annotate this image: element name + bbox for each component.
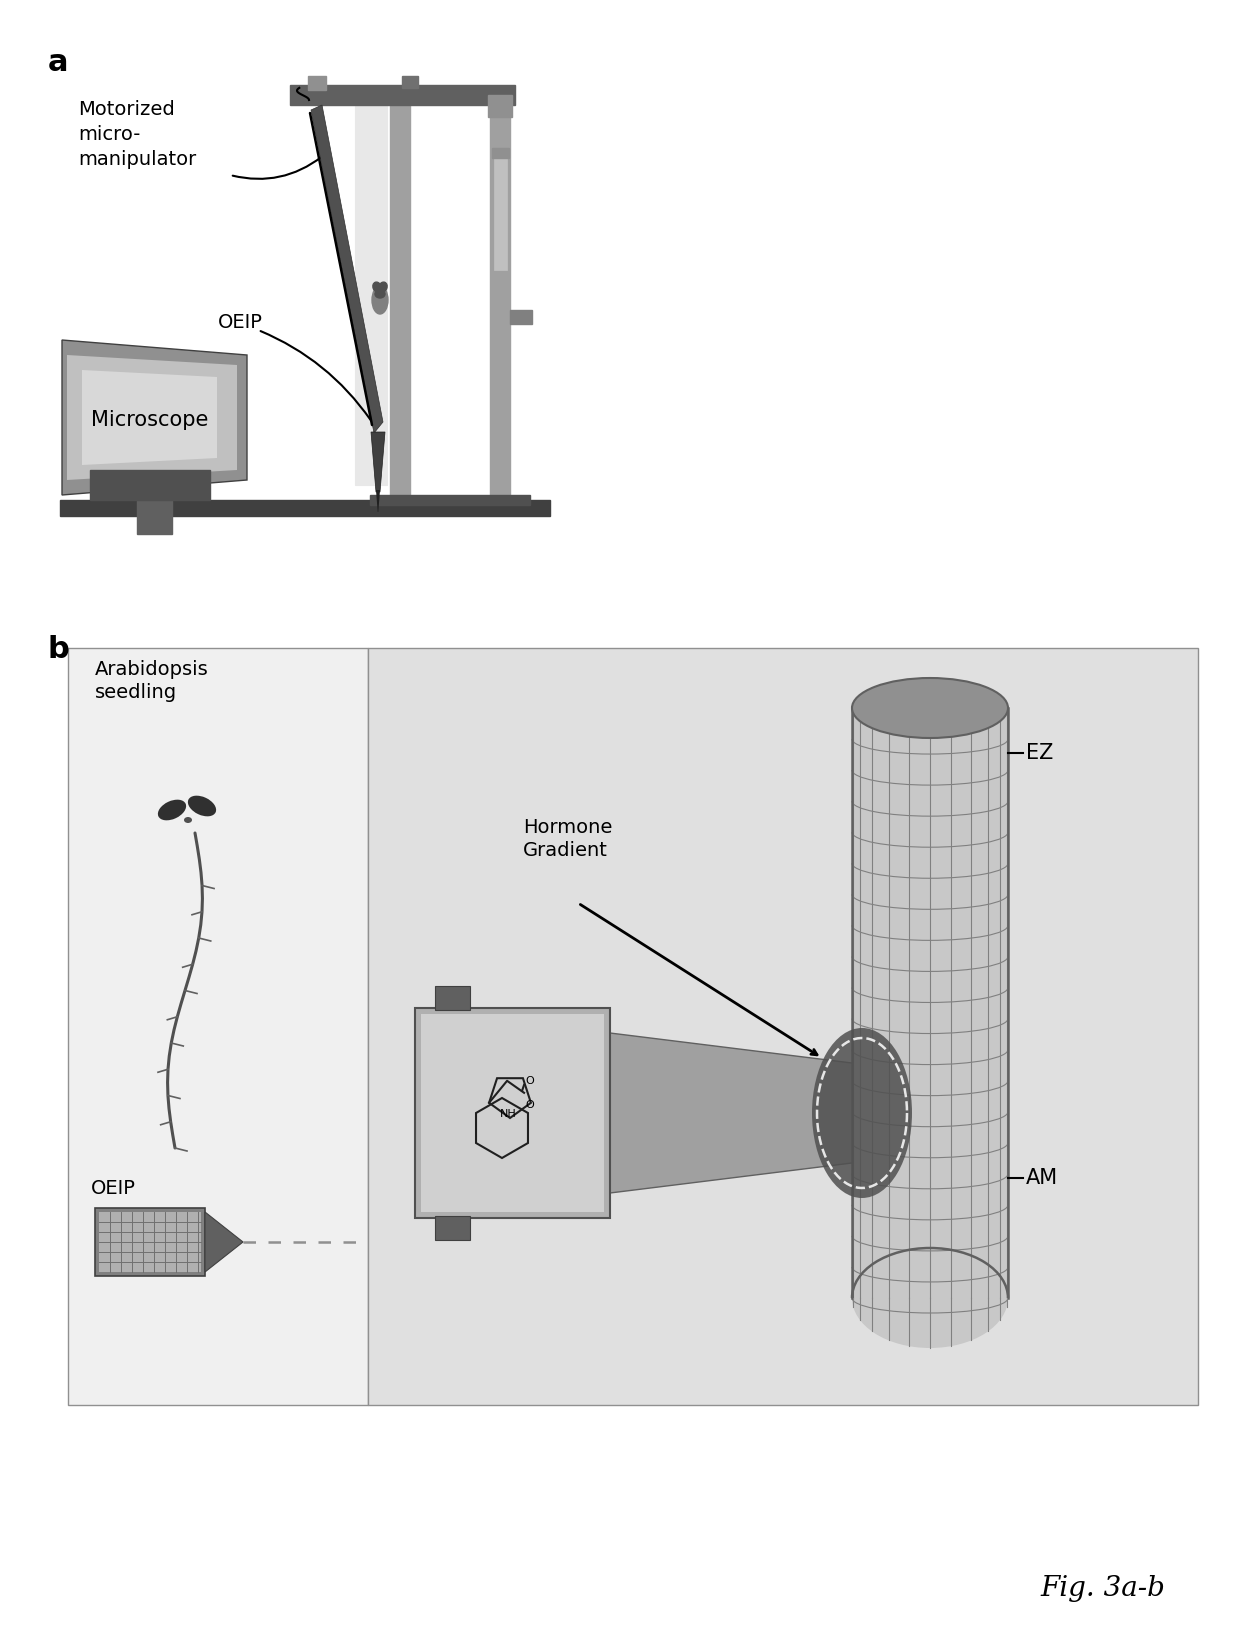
- Bar: [99, 1212, 201, 1271]
- Text: Hormone
Gradient: Hormone Gradient: [523, 819, 613, 860]
- Text: Motorized
micro-
manipulator: Motorized micro- manipulator: [78, 100, 196, 170]
- Ellipse shape: [157, 800, 186, 820]
- Bar: [435, 1215, 470, 1240]
- Ellipse shape: [188, 796, 216, 817]
- Text: NH: NH: [500, 1108, 516, 1118]
- Bar: [489, 96, 512, 117]
- Bar: [370, 496, 529, 506]
- Polygon shape: [205, 1212, 243, 1271]
- Ellipse shape: [373, 282, 381, 292]
- Text: O: O: [525, 1075, 534, 1085]
- Bar: [368, 647, 1198, 1405]
- Ellipse shape: [372, 287, 388, 315]
- Polygon shape: [376, 491, 379, 512]
- Bar: [852, 708, 1008, 1298]
- Text: Arabidopsis
seedling: Arabidopsis seedling: [95, 660, 208, 703]
- Polygon shape: [67, 356, 237, 479]
- Text: OEIP: OEIP: [91, 1179, 136, 1197]
- Bar: [492, 148, 508, 158]
- Text: AM: AM: [1025, 1168, 1058, 1187]
- Bar: [60, 501, 551, 516]
- Bar: [91, 469, 210, 501]
- Ellipse shape: [184, 817, 192, 824]
- Bar: [68, 647, 368, 1405]
- Bar: [391, 91, 410, 501]
- Text: b: b: [48, 636, 69, 664]
- Text: a: a: [48, 48, 68, 77]
- Bar: [308, 76, 326, 91]
- Bar: [415, 1008, 610, 1219]
- Ellipse shape: [374, 290, 384, 298]
- Bar: [510, 310, 532, 324]
- Bar: [95, 1207, 205, 1276]
- Bar: [136, 492, 172, 534]
- Ellipse shape: [852, 1248, 1008, 1347]
- Text: EZ: EZ: [1025, 743, 1053, 763]
- Polygon shape: [311, 105, 383, 433]
- Text: O: O: [525, 1100, 534, 1110]
- Bar: [422, 1015, 604, 1212]
- Text: OEIP: OEIP: [218, 313, 263, 331]
- Bar: [290, 86, 515, 105]
- Ellipse shape: [812, 1028, 911, 1197]
- Bar: [355, 105, 387, 484]
- Bar: [494, 155, 507, 270]
- Ellipse shape: [852, 679, 1008, 738]
- Ellipse shape: [379, 282, 387, 292]
- Polygon shape: [371, 432, 384, 492]
- Text: Microscope: Microscope: [92, 410, 208, 430]
- Bar: [402, 76, 418, 87]
- Bar: [490, 105, 510, 501]
- Text: Fig. 3a-b: Fig. 3a-b: [1040, 1575, 1166, 1603]
- Polygon shape: [62, 339, 247, 496]
- Bar: [435, 987, 470, 1010]
- Polygon shape: [82, 371, 217, 464]
- Polygon shape: [610, 1033, 852, 1192]
